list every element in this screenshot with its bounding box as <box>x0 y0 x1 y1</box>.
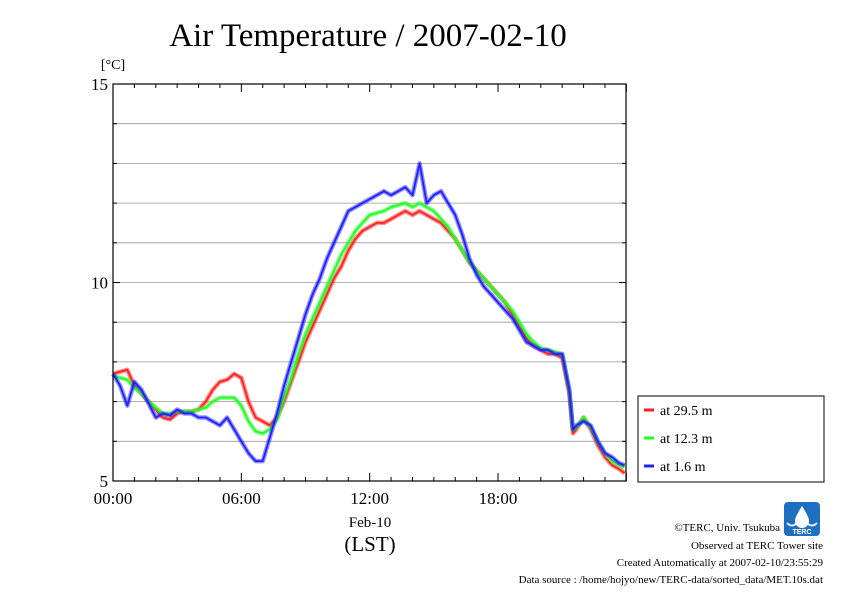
series-lines <box>111 161 626 475</box>
x-axis-label: (LST) <box>344 532 395 556</box>
x-tick-label: 00:00 <box>94 489 133 508</box>
y-axis-unit: [°C] <box>101 58 125 73</box>
y-tick-label: 15 <box>91 75 108 94</box>
legend-label: at 29.5 m <box>660 404 713 419</box>
legend-box <box>637 395 825 483</box>
terc-logo: TERC <box>784 502 820 536</box>
chart-title: Air Temperature / 2007-02-10 <box>169 18 567 54</box>
grid-lines <box>113 123 626 442</box>
x-axis-date: Feb-10 <box>349 515 392 531</box>
axis-ticks: 5 10 15 00:00 06:00 12:00 18:00 <box>91 75 627 508</box>
series-line <box>112 210 626 474</box>
x-tick-label: 06:00 <box>222 489 261 508</box>
legend: at 29.5 m at 12.3 m at 1.6 m <box>637 395 825 483</box>
series-line-halo <box>112 208 626 475</box>
credit-created: Created Automatically at 2007-02-10/23:5… <box>617 557 824 569</box>
credit-copyright: ©TERC, Univ. Tsukuba <box>674 522 780 534</box>
series-line <box>112 162 625 466</box>
y-tick-label: 10 <box>91 274 108 293</box>
legend-label: at 12.3 m <box>660 432 713 447</box>
series-line-halo <box>111 161 626 468</box>
credit-source: Data source : /home/hojyo/new/TERC-data/… <box>519 574 823 586</box>
credit-site: Observed at TERC Tower site <box>691 540 823 552</box>
x-tick-label: 12:00 <box>350 489 389 508</box>
x-tick-label: 18:00 <box>479 489 518 508</box>
drop-icon <box>795 506 809 528</box>
legend-label: at 1.6 m <box>660 460 706 475</box>
y-tick-label: 5 <box>100 472 109 491</box>
wave-icon <box>786 521 818 527</box>
logo-text: TERC <box>792 529 811 536</box>
